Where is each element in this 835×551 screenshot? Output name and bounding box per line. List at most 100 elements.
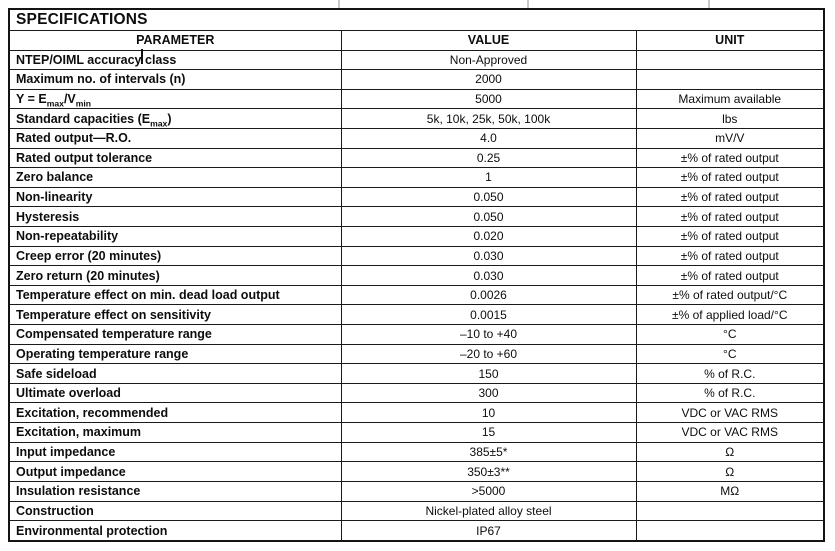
value-cell: 350±3** bbox=[340, 461, 637, 482]
parameter-cell: Temperature effect on min. dead load out… bbox=[8, 284, 342, 306]
unit-cell: ±% of rated output bbox=[635, 186, 825, 208]
parameter-cell: Non-linearity bbox=[8, 186, 342, 208]
value-cell: 300 bbox=[340, 382, 637, 404]
value-cell: 0.25 bbox=[340, 147, 637, 169]
column-header-parameter: PARAMETER bbox=[8, 29, 342, 51]
value-cell: –10 to +40 bbox=[340, 324, 637, 345]
value-cell: 0.050 bbox=[340, 186, 637, 208]
table-row: Input impedance 385±5* Ω bbox=[8, 441, 825, 463]
column-header-unit: UNIT bbox=[635, 29, 825, 51]
unit-cell: °C bbox=[635, 324, 825, 345]
table-row: Rated output tolerance 0.25 ±% of rated ou… bbox=[8, 147, 825, 169]
table-row: Excitation, recommended 10 VDC or VAC RMS bbox=[8, 402, 825, 424]
table-row: Safe sideload 150% of R.C. bbox=[8, 363, 825, 384]
scan-artifact-tick bbox=[708, 0, 710, 8]
table-row: Rated output—R.O. 4.0 mV/V bbox=[8, 127, 825, 149]
table-row: Y = Emax/Vmin 5000 Maximum available bbox=[8, 88, 825, 110]
column-header-value: VALUE bbox=[340, 29, 637, 51]
unit-cell: ±% of rated output bbox=[635, 167, 825, 188]
table-row: Insulation resistance >5000 MΩ bbox=[8, 480, 825, 502]
unit-cell: mV/V bbox=[635, 127, 825, 149]
parameter-cell: Y = Emax/Vmin bbox=[8, 88, 342, 110]
unit-cell: MΩ bbox=[635, 480, 825, 502]
unit-cell: ±% of applied load/°C bbox=[635, 304, 825, 326]
table-header-row: PARAMETER VALUE UNIT bbox=[8, 29, 825, 51]
unit-cell: VDC or VAC RMS bbox=[635, 422, 825, 443]
parameter-cell: Output impedance bbox=[8, 461, 342, 482]
parameter-cell: Insulation resistance bbox=[8, 480, 342, 502]
unit-cell: lbs bbox=[635, 108, 825, 129]
unit-cell: ±% of rated output bbox=[635, 206, 825, 227]
value-cell: –20 to +60 bbox=[340, 343, 637, 365]
text-cursor bbox=[141, 49, 143, 64]
parameter-cell: Excitation, recommended bbox=[8, 402, 342, 424]
value-cell: 0.030 bbox=[340, 245, 637, 267]
parameter-cell: Maximum no. of intervals (n) bbox=[8, 69, 342, 90]
unit-cell: % of R.C. bbox=[635, 363, 825, 384]
table-title: SPECIFICATIONS bbox=[8, 8, 825, 31]
value-cell: 5000 bbox=[340, 88, 637, 110]
value-cell: 4.0 bbox=[340, 127, 637, 149]
table-row: Ultimate overload 300% of R.C. bbox=[8, 382, 825, 404]
parameter-cell: Standard capacities (Emax) bbox=[8, 108, 342, 129]
parameter-cell: Safe sideload bbox=[8, 363, 342, 384]
table-row: Hysteresis 0.050 ±% of rated output bbox=[8, 206, 825, 227]
value-cell: 0.030 bbox=[340, 265, 637, 286]
unit-cell bbox=[635, 69, 825, 90]
value-cell: 0.0015 bbox=[340, 304, 637, 326]
table-row: Standard capacities (Emax) 5k, 10k, 25k, … bbox=[8, 108, 825, 129]
value-cell: 385±5* bbox=[340, 441, 637, 463]
parameter-cell: Zero balance bbox=[8, 167, 342, 188]
specifications-table: SPECIFICATIONS PARAMETER VALUE UNIT NTEP… bbox=[8, 8, 826, 542]
value-cell: 150 bbox=[340, 363, 637, 384]
value-cell: IP67 bbox=[340, 520, 637, 542]
parameter-cell: Zero return (20 minutes) bbox=[8, 265, 342, 286]
parameter-cell: Excitation, maximum bbox=[8, 422, 342, 443]
unit-cell: Ω bbox=[635, 441, 825, 463]
table-row: Zero return (20 minutes) 0.030 ±% of rated… bbox=[8, 265, 825, 286]
table-row: Zero balance 1 ±% of rated output bbox=[8, 167, 825, 188]
parameter-cell: Environmental protection bbox=[8, 520, 342, 542]
table-row: Maximum no. of intervals (n) 2000 bbox=[8, 69, 825, 90]
unit-cell: ±% of rated output bbox=[635, 147, 825, 169]
table-row: Excitation, maximum 15 VDC or VAC RMS bbox=[8, 422, 825, 443]
scan-artifact-tick bbox=[338, 0, 340, 8]
parameter-cell: Ultimate overload bbox=[8, 382, 342, 404]
table-row: NTEP/OIML accuracy class Non-Approved bbox=[8, 49, 825, 71]
table-row: Non-repeatability 0.020 ±% of rated output bbox=[8, 225, 825, 247]
scan-artifact-tick bbox=[527, 0, 529, 8]
table-row: Compensated temperature range –10 to +40 °… bbox=[8, 324, 825, 345]
unit-cell bbox=[635, 500, 825, 522]
table-row: Construction Nickel-plated alloy steel bbox=[8, 500, 825, 522]
parameter-cell: Hysteresis bbox=[8, 206, 342, 227]
parameter-cell: Rated output—R.O. bbox=[8, 127, 342, 149]
table-row: Temperature effect on min. dead load out… bbox=[8, 284, 825, 306]
parameter-cell: NTEP/OIML accuracy class bbox=[8, 49, 342, 71]
unit-cell bbox=[635, 520, 825, 542]
parameter-cell: Operating temperature range bbox=[8, 343, 342, 365]
value-cell: 2000 bbox=[340, 69, 637, 90]
value-cell: 0.020 bbox=[340, 225, 637, 247]
value-cell: 5k, 10k, 25k, 50k, 100k bbox=[340, 108, 637, 129]
table-title-row: SPECIFICATIONS bbox=[8, 8, 825, 31]
unit-cell: % of R.C. bbox=[635, 382, 825, 404]
value-cell: 0.050 bbox=[340, 206, 637, 227]
unit-cell: ±% of rated output bbox=[635, 225, 825, 247]
table-row: Environmental protection IP67 bbox=[8, 520, 825, 542]
parameter-cell: Input impedance bbox=[8, 441, 342, 463]
spec-table-body: NTEP/OIML accuracy class Non-Approved Maxi… bbox=[8, 49, 825, 542]
parameter-cell: Rated output tolerance bbox=[8, 147, 342, 169]
unit-cell bbox=[635, 49, 825, 71]
table-row: Temperature effect on sensitivity 0.0015 ±… bbox=[8, 304, 825, 326]
unit-cell: ±% of rated output bbox=[635, 265, 825, 286]
table-row: Creep error (20 minutes) 0.030 ±% of rated… bbox=[8, 245, 825, 267]
parameter-cell: Compensated temperature range bbox=[8, 324, 342, 345]
value-cell: Nickel-plated alloy steel bbox=[340, 500, 637, 522]
table-row: Operating temperature range –20 to +60 °C bbox=[8, 343, 825, 365]
value-cell: 15 bbox=[340, 422, 637, 443]
value-cell: >5000 bbox=[340, 480, 637, 502]
parameter-cell: Construction bbox=[8, 500, 342, 522]
unit-cell: ±% of rated output bbox=[635, 245, 825, 267]
parameter-cell: Creep error (20 minutes) bbox=[8, 245, 342, 267]
unit-cell: ±% of rated output/°C bbox=[635, 284, 825, 306]
